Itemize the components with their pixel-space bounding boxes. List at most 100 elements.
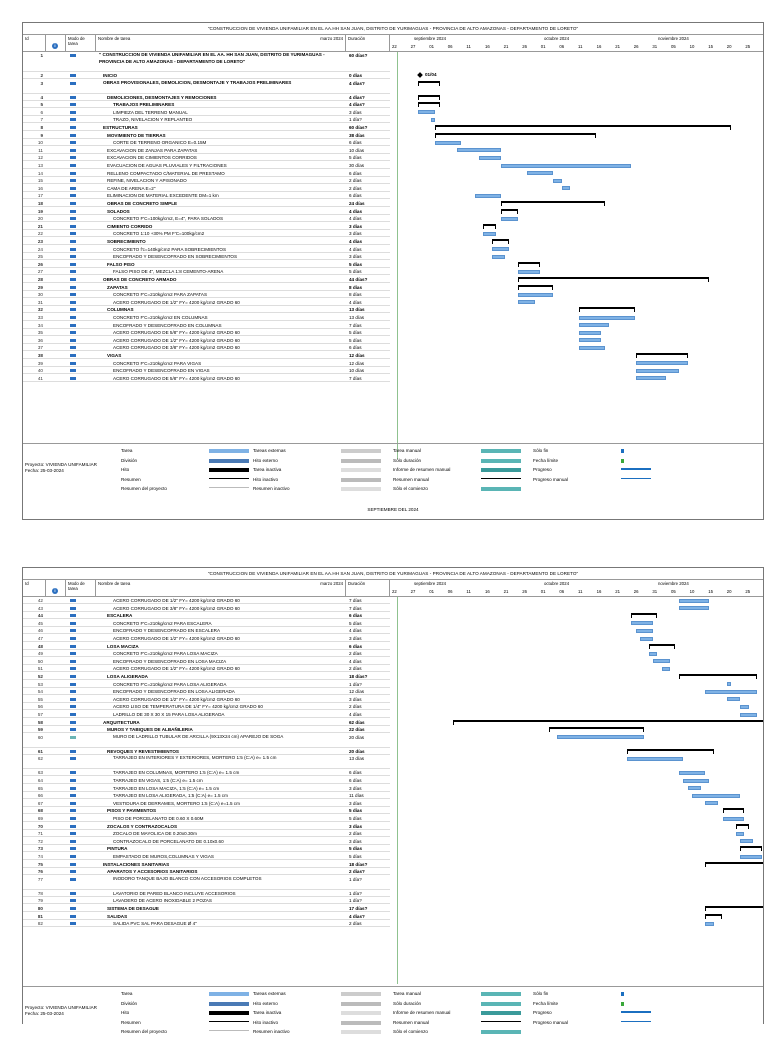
task-bar[interactable] xyxy=(635,361,688,366)
task-row[interactable]: 29 ZAPATAS 8 días xyxy=(23,284,390,291)
summary-bar[interactable] xyxy=(705,861,763,867)
task-bar[interactable] xyxy=(635,628,653,633)
task-row[interactable]: 3 OBRAS PROVISIONALES, DEMOLICION, DESMON… xyxy=(23,80,390,94)
summary-bar[interactable] xyxy=(705,906,763,911)
task-row[interactable]: 71 ZOCALO DE MAYOLICA DE 0.20x0.30m 2 días xyxy=(23,830,390,838)
summary-bar[interactable] xyxy=(722,808,745,814)
summary-bar[interactable] xyxy=(705,913,723,919)
task-bar[interactable] xyxy=(661,666,671,671)
task-bar[interactable] xyxy=(739,854,762,859)
task-row[interactable]: 60 MURO DE LADRILLO TUBULAR DE ARCILLA (9… xyxy=(23,734,390,748)
task-bar[interactable] xyxy=(500,216,519,221)
summary-bar[interactable] xyxy=(435,125,732,130)
task-bar[interactable] xyxy=(518,300,536,305)
task-row[interactable]: 19 SOLADOS 4 días xyxy=(23,208,390,215)
task-row[interactable]: 10 CORTE DE TERRENO ORGANICO E=0.15M 6 día… xyxy=(23,139,390,147)
task-bar[interactable] xyxy=(500,163,632,168)
task-bar[interactable] xyxy=(557,735,645,740)
task-row[interactable]: 68 PISOS Y PAVIMENTOS 5 días xyxy=(23,807,390,815)
task-bar[interactable] xyxy=(726,682,732,687)
task-row[interactable]: 44 ESCALERA 6 días xyxy=(23,612,390,620)
task-row[interactable]: 2 INICIO 0 días xyxy=(23,72,390,79)
task-row[interactable]: 67 VESTIDURA DE DERRAMES, MORTERO 1:5 (C:… xyxy=(23,800,390,807)
task-row[interactable]: 42 ACERO CORRUGADO DE 1/2" FY= 4200 kg/cm… xyxy=(23,597,390,604)
task-row[interactable]: 37 ACERO CORRUGADO DE 3/8" FY= 4200 kg/cm… xyxy=(23,344,390,352)
task-row[interactable]: 4 DEMOLICIONES, DESMONTAJES Y REMOCIONES 4… xyxy=(23,94,390,101)
task-row[interactable]: 35 ACERO CORRUGADO DE 5/8" FY= 4200 kg/cm… xyxy=(23,329,390,337)
task-row[interactable]: 1 " CONSTRUCCION DE VIVIENDA UNIFAMILIAR … xyxy=(23,52,390,72)
task-row[interactable]: 31 ACERO CORRUGADO DE 1/2" FY= 4200 kg/cm… xyxy=(23,299,390,306)
task-row[interactable]: 52 LOSA ALIGERADA 18 días? xyxy=(23,673,390,680)
summary-bar[interactable] xyxy=(735,823,749,829)
task-row[interactable]: 50 ENCOFRADO Y DESENCOFRADO EN LOSA MACIZ… xyxy=(23,658,390,665)
task-row[interactable]: 79 LAVADERO DE ACERO INOXIDABLE 2 POZAS 1 … xyxy=(23,897,390,905)
task-row[interactable]: 40 ENCOFRADO Y DESENCOFRADO EN VIGAS 10 dí… xyxy=(23,367,390,375)
task-row[interactable]: 18 OBRAS DE CONCRETO SIMPLE 24 días xyxy=(23,200,390,207)
task-row[interactable]: 78 LAVATORIO DE PARED BLANCO INCLUYE ACCE… xyxy=(23,890,390,897)
task-row[interactable]: 57 LADRILLO DE 30 X 30 X 15 PARA LOSA ALI… xyxy=(23,711,390,718)
task-row[interactable]: 9 MOVIMIENTO DE TIERRAS 38 días xyxy=(23,132,390,139)
task-row[interactable]: 58 ARQUITECTURA 62 días xyxy=(23,719,390,726)
task-row[interactable]: 77 INODORO TANQUE BAJO BLANCO CON ACCESOR… xyxy=(23,876,390,890)
task-bar[interactable] xyxy=(635,376,666,381)
summary-bar[interactable] xyxy=(418,94,440,100)
task-row[interactable]: 36 ACERO CORRUGADO DE 1/2" FY= 4200 kg/cm… xyxy=(23,337,390,344)
task-bar[interactable] xyxy=(418,110,436,115)
summary-bar[interactable] xyxy=(452,719,763,725)
task-bar[interactable] xyxy=(705,689,758,694)
summary-bar[interactable] xyxy=(548,727,645,733)
task-row[interactable]: 25 ENCOFRADO Y DESENCOFRADO EN SOBRECIMIE… xyxy=(23,253,390,261)
task-row[interactable]: 12 EXCAVACION DE CIMIENTOS CORRIDOS 5 días xyxy=(23,154,390,162)
summary-bar[interactable] xyxy=(518,277,710,282)
summary-bar[interactable] xyxy=(518,261,540,267)
task-row[interactable]: 62 TARRAJEO EN INTERIORES Y EXTERIORES, M… xyxy=(23,755,390,770)
task-row[interactable]: 7 TRAZO, NIVELACION Y REPLANTEO 1 día? xyxy=(23,116,390,124)
task-row[interactable]: 45 CONCRETO F'C=210kg/cm2 PARA ESCALERA 5 … xyxy=(23,620,390,627)
task-row[interactable]: 11 EXCAVACION DE ZANJAS PARA ZAPATAS 10 dí… xyxy=(23,147,390,154)
task-row[interactable]: 76 APARATOS Y ACCESORIOS SANITARIOS 2 días… xyxy=(23,868,390,876)
task-row[interactable]: 59 MUROS Y TABIQUES DE ALBAÑILERIA 22 días xyxy=(23,726,390,734)
task-bar[interactable] xyxy=(578,345,606,350)
task-row[interactable]: 5 TRABAJOS PRELIMINARES 4 días? xyxy=(23,101,390,109)
task-row[interactable]: 23 SOBRECIMIENTO 4 días xyxy=(23,238,390,245)
task-bar[interactable] xyxy=(705,921,714,926)
task-row[interactable]: 30 CONCRETO F'C=210kg/cm2 PARA ZAPATAS 8 d… xyxy=(23,291,390,299)
task-row[interactable]: 63 TARRAJEO EN COLUMNAS, MORTERO 1:5 (C:A… xyxy=(23,769,390,777)
task-row[interactable]: 6 LIMPIEZA DEL TERRENO MANUAL 3 días xyxy=(23,109,390,116)
task-bar[interactable] xyxy=(578,315,636,320)
task-row[interactable]: 61 REVOQUES Y REVESTIMIENTOS 20 días xyxy=(23,748,390,755)
task-row[interactable]: 55 ACERO CORRUGADO DE 1/2" FY= 4200 kg/cm… xyxy=(23,696,390,703)
task-row[interactable]: 47 ACERO CORRUGADO DE 1/2" FY= 4200 kg/cm… xyxy=(23,635,390,642)
task-row[interactable]: 22 CONCRETO 1:10 +30% PM F'C=100kg/cm2 3 d… xyxy=(23,230,390,238)
task-row[interactable]: 34 ENCOFRADO Y DESENCOFRADO EN COLUMNAS 7 … xyxy=(23,322,390,329)
task-row[interactable]: 8 ESTRUCTURAS 60 días? xyxy=(23,124,390,131)
summary-bar[interactable] xyxy=(679,674,758,679)
task-bar[interactable] xyxy=(739,704,749,709)
task-row[interactable]: 46 ENCOFRADO Y DESENCOFRADO EN ESCALERA 4 … xyxy=(23,627,390,635)
task-row[interactable]: 14 RELLENO COMPACTADO C/MATERIAL DE PREST… xyxy=(23,170,390,177)
task-row[interactable]: 48 LOSA MACIZA 6 días xyxy=(23,643,390,650)
task-row[interactable]: 53 CONCRETO F'C=210kg/cm2 PARA LOSA ALIGE… xyxy=(23,681,390,688)
task-bar[interactable] xyxy=(491,254,505,259)
milestone-marker[interactable] xyxy=(417,72,423,78)
task-bar[interactable] xyxy=(679,598,710,603)
task-bar[interactable] xyxy=(578,323,610,328)
summary-bar[interactable] xyxy=(578,307,636,313)
task-row[interactable]: 51 ACERO CORRUGADO DE 1/2" FY= 4200 kg/cm… xyxy=(23,665,390,673)
task-row[interactable]: 65 TARRAJEO EN LOSA MACIZA, 1:5 (C:A) e= … xyxy=(23,785,390,792)
task-bar[interactable] xyxy=(518,292,553,297)
task-bar[interactable] xyxy=(478,155,501,160)
task-bar[interactable] xyxy=(635,368,679,373)
task-bar[interactable] xyxy=(679,606,710,611)
task-row[interactable]: 70 ZOCALOS Y CONTRAZOCALOS 3 días xyxy=(23,823,390,830)
summary-bar[interactable] xyxy=(491,239,510,244)
summary-bar[interactable] xyxy=(418,102,440,108)
task-bar[interactable] xyxy=(705,801,719,806)
task-bar[interactable] xyxy=(739,839,753,844)
task-bar[interactable] xyxy=(474,193,501,198)
task-bar[interactable] xyxy=(692,793,740,798)
task-row[interactable]: 38 VIGAS 12 días xyxy=(23,352,390,359)
summary-bar[interactable] xyxy=(500,201,606,206)
task-bar[interactable] xyxy=(578,330,601,335)
task-bar[interactable] xyxy=(652,659,671,664)
